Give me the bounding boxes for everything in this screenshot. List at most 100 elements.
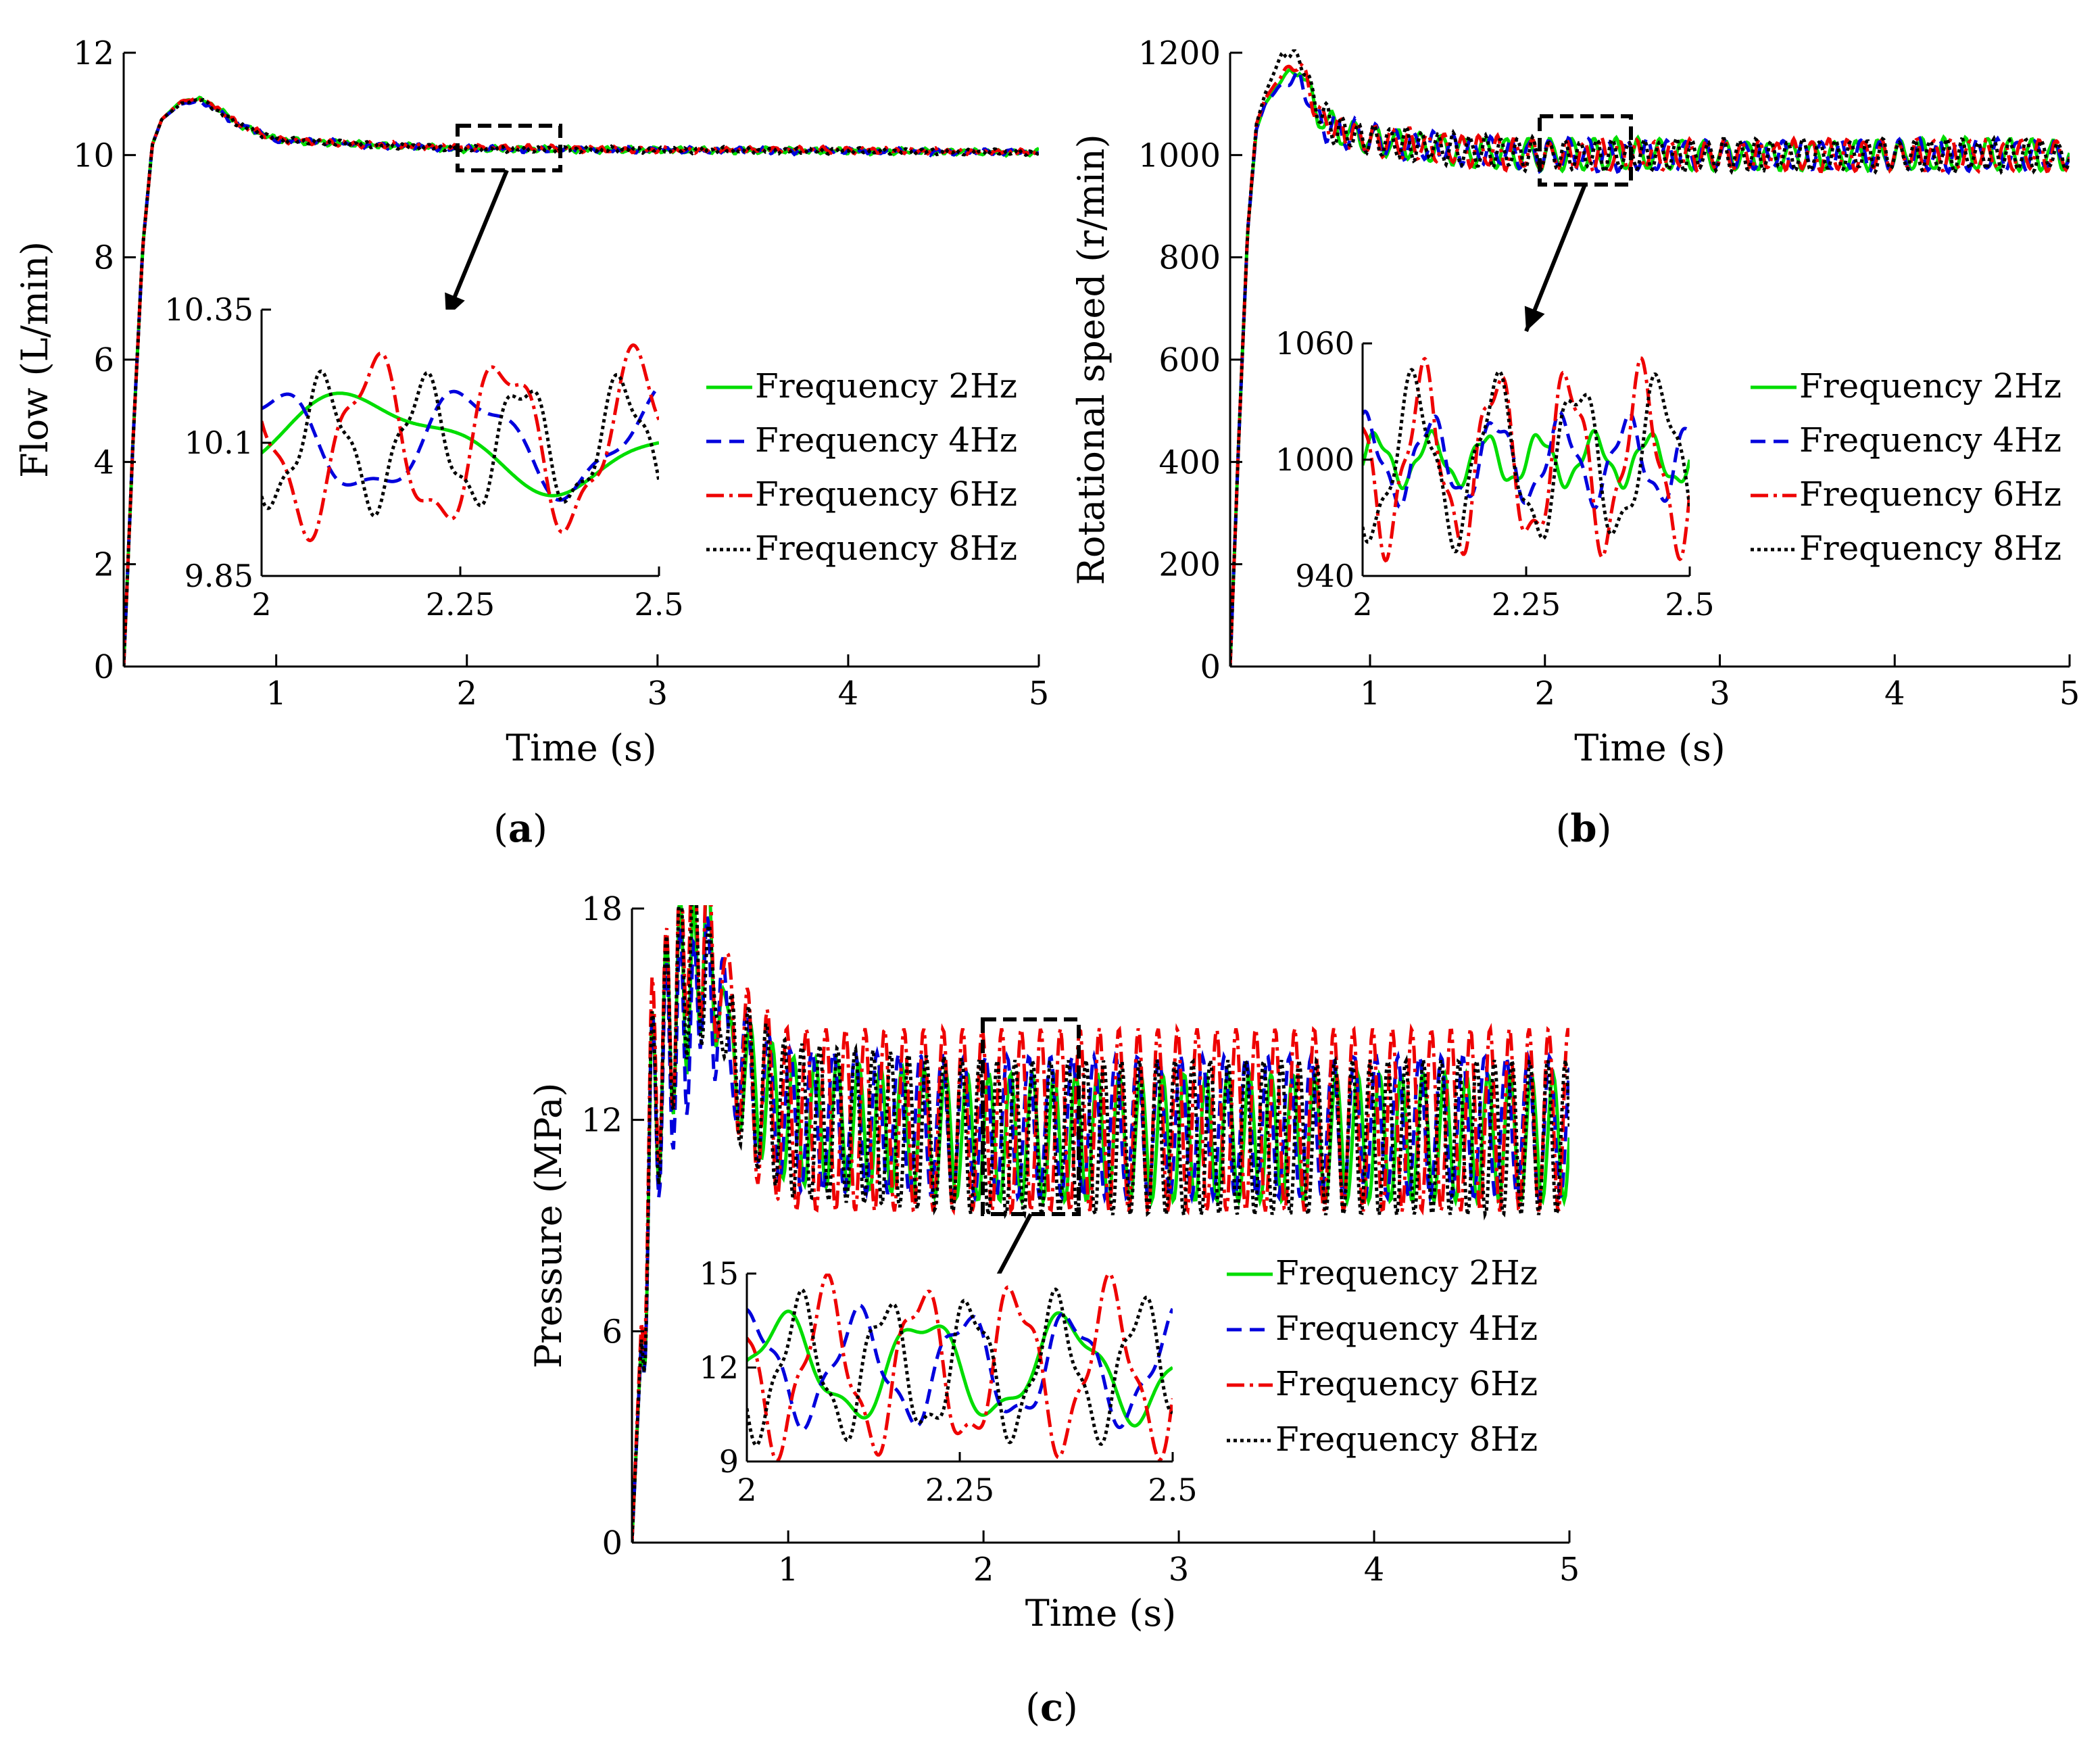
y-tick-label: 12 <box>73 34 114 72</box>
x-tick-label: 2 <box>1534 675 1555 712</box>
inset-y-tick-label: 1060 <box>1275 325 1354 362</box>
y-tick-label: 400 <box>1158 443 1221 481</box>
x-axis-label: Time (s) <box>1025 1592 1176 1635</box>
panel-b: 0 200 400 600 800 1000 1200 1 2 3 4 5 Rotational spe… <box>1070 34 2080 769</box>
series-group-c <box>632 905 1569 1543</box>
series-group-a <box>124 95 1039 667</box>
legend-label-2: Frequency 4Hz <box>1799 420 2061 460</box>
x-tick-label: 4 <box>1884 675 1905 712</box>
series-group-b <box>1230 49 2070 667</box>
x-tick-label: 5 <box>2059 675 2080 712</box>
inset-series-line-3 <box>747 1274 1173 1461</box>
y-tick-label: 12 <box>581 1102 622 1140</box>
inset-series-line-2 <box>1363 409 1690 510</box>
inset-y-tick-label: 10.35 <box>164 291 253 328</box>
inset-series-group <box>747 1274 1173 1461</box>
panel-label-a: (a) <box>493 806 547 851</box>
inset-y-tick-label: 940 <box>1295 558 1354 594</box>
inset-y-tick-label: 10.1 <box>185 425 253 461</box>
inset-x-tick-label: 2.25 <box>925 1472 994 1508</box>
legend-label-4: Frequency 8Hz <box>755 529 1017 568</box>
x-axis-label: Time (s) <box>506 727 656 769</box>
legend-label-4: Frequency 8Hz <box>1799 529 2061 568</box>
inset-x-tick-label: 2.5 <box>634 586 683 623</box>
zoom-arrow-line <box>444 169 509 319</box>
x-tick-label: 5 <box>1559 1551 1580 1589</box>
panel-label-c: (c) <box>1025 1685 1078 1730</box>
inset-series-line-3 <box>262 343 659 543</box>
legend-label-3: Frequency 6Hz <box>1275 1364 1538 1403</box>
legend-label-3: Frequency 6Hz <box>755 475 1017 514</box>
x-tick-label: 3 <box>1169 1551 1190 1589</box>
inset-x-tick-label: 2 <box>737 1472 756 1508</box>
inset-x-tick-label: 2.5 <box>1665 586 1714 623</box>
y-tick-label: 0 <box>1200 648 1221 686</box>
x-tick-label: 2 <box>973 1551 994 1589</box>
y-axis-label: Flow (L/min) <box>14 241 56 478</box>
inset-background <box>262 310 659 576</box>
inset-series-line-3 <box>1363 356 1690 563</box>
zoom-arrow-line <box>1524 183 1587 333</box>
y-tick-label: 10 <box>73 137 114 174</box>
legend-label-1: Frequency 2Hz <box>1799 366 2061 406</box>
inset-y-tick-label: 12 <box>699 1349 739 1386</box>
x-tick-label: 4 <box>1364 1551 1385 1589</box>
x-axis-label: Time (s) <box>1574 727 1725 769</box>
y-tick-label: 2 <box>93 546 114 584</box>
panel-label-b: (b) <box>1556 806 1612 851</box>
y-tick-label: 800 <box>1158 239 1221 277</box>
series-line-c-2 <box>632 916 1569 1543</box>
x-tick-label: 2 <box>456 675 477 712</box>
panel-label-c-letter: c <box>1040 1685 1063 1730</box>
inset-series-line-1 <box>1363 429 1690 491</box>
x-tick-label: 3 <box>648 675 668 712</box>
inset-y-tick-label: 9.85 <box>185 558 253 594</box>
zoom-box <box>1538 114 1633 187</box>
legend-label-3: Frequency 6Hz <box>1799 475 2061 514</box>
legend-label-2: Frequency 4Hz <box>1275 1309 1538 1348</box>
inset-x-tick-label: 2 <box>1352 586 1372 623</box>
inset-series-group <box>1363 356 1690 563</box>
y-tick-label: 4 <box>93 443 114 481</box>
y-tick-label: 200 <box>1158 546 1221 584</box>
legend-label-1: Frequency 2Hz <box>755 366 1017 406</box>
y-tick-label: 1000 <box>1138 137 1221 174</box>
y-axis-label: Rotational speed (r/min) <box>1070 134 1113 585</box>
inset-y-tick-label: 15 <box>699 1255 739 1292</box>
legend-label-2: Frequency 4Hz <box>755 420 1017 460</box>
y-tick-label: 6 <box>93 341 114 379</box>
y-tick-label: 8 <box>93 239 114 277</box>
inset-series-line-4 <box>747 1287 1173 1447</box>
inset-y-tick-label: 9 <box>719 1443 739 1480</box>
series-line-c-3 <box>632 905 1569 1543</box>
x-tick-label: 1 <box>778 1551 799 1589</box>
x-tick-label: 5 <box>1029 675 1050 712</box>
x-tick-label: 4 <box>838 675 859 712</box>
series-line-c-4 <box>632 905 1569 1543</box>
series-line-a-4 <box>124 97 1039 667</box>
y-tick-label: 6 <box>602 1313 622 1351</box>
y-tick-label: 1200 <box>1138 34 1221 72</box>
y-tick-label: 600 <box>1158 341 1221 379</box>
inset-series-line-2 <box>262 385 659 502</box>
inset-series-line-1 <box>262 391 659 498</box>
inset-x-tick-label: 2.5 <box>1148 1472 1197 1508</box>
inset-series-group <box>262 343 659 543</box>
y-tick-label: 18 <box>581 890 622 928</box>
zoom-arrow-head <box>1524 306 1545 331</box>
y-tick-label: 0 <box>93 648 114 686</box>
inset-x-tick-label: 2.25 <box>1492 586 1561 623</box>
y-tick-label: 0 <box>602 1524 622 1562</box>
zoom-box <box>981 1017 1081 1216</box>
x-tick-label: 3 <box>1709 675 1730 712</box>
inset-x-tick-label: 2.25 <box>426 586 495 623</box>
panel-label-b-letter: b <box>1570 806 1596 851</box>
x-tick-label: 1 <box>1360 675 1381 712</box>
panel-label-a-letter: a <box>508 806 533 851</box>
zoom-box <box>456 124 562 172</box>
x-tick-label: 1 <box>266 675 287 712</box>
